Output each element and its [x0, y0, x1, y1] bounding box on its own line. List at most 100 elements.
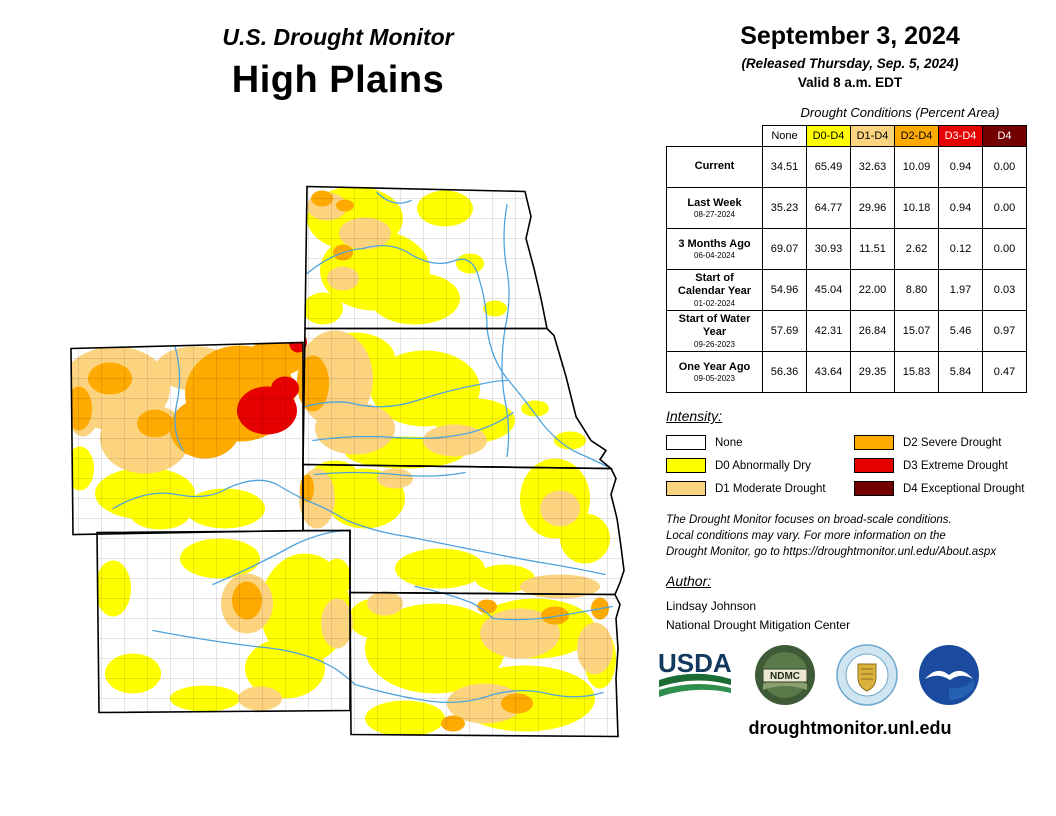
usda-logo: USDA	[658, 648, 732, 697]
row-label: Current	[694, 160, 735, 173]
table-value-cell: 0.97	[982, 310, 1027, 352]
county-grid	[71, 186, 624, 737]
legend-item-d3: D3 Extreme Drought	[854, 458, 1042, 473]
table-row-start-calendar-year: Start of Calendar Year 01-02-2024 54.96 …	[666, 269, 1027, 311]
table-header-row: None D0-D4 D1-D4 D2-D4 D3-D4 D4	[667, 125, 1027, 147]
table-corner-cell	[667, 126, 763, 147]
disclaimer-line: Local conditions may vary. For more info…	[666, 529, 946, 542]
info-panel: September 3, 2024 (Released Thursday, Se…	[652, 22, 1048, 739]
disclaimer-line: The Drought Monitor focuses on broad-sca…	[666, 514, 952, 526]
report-title: U.S. Drought Monitor	[222, 24, 454, 50]
legend-label: D2 Severe Drought	[903, 436, 1002, 449]
unl-shield	[857, 663, 877, 692]
legend-title: Intensity:	[666, 408, 723, 424]
col-header-d2d4: D2-D4	[894, 125, 939, 147]
row-sublabel: 08-27-2024	[694, 210, 735, 220]
table-value-cell: 34.51	[762, 146, 807, 188]
disclaimer-line: Drought Monitor, go to https://droughtmo…	[666, 545, 997, 558]
table-value-cell: 2.62	[894, 228, 939, 270]
drought-conditions-table: None D0-D4 D1-D4 D2-D4 D3-D4 D4 Current …	[666, 125, 1027, 393]
table-value-cell: 65.49	[806, 146, 851, 188]
legend-swatch-d1	[666, 481, 706, 496]
col-header-d0d4: D0-D4	[806, 125, 851, 147]
table-value-cell: 5.46	[938, 310, 983, 352]
legend-swatch-d4	[854, 481, 894, 496]
row-label-cell: Start of Calendar Year 01-02-2024	[666, 269, 763, 311]
col-header-d1d4: D1-D4	[850, 125, 895, 147]
table-value-cell: 56.36	[762, 351, 807, 393]
ndmc-logo-text: NDMC	[770, 671, 800, 682]
table-value-cell: 45.04	[806, 269, 851, 311]
table-row-current: Current 34.51 65.49 32.63 10.09 0.94 0.0…	[666, 146, 1027, 188]
table-value-cell: 0.12	[938, 228, 983, 270]
author-block: Author: Lindsay Johnson National Drought…	[666, 573, 1048, 632]
row-label: Start of Water Year	[678, 313, 751, 338]
table-value-cell: 0.00	[982, 187, 1027, 229]
legend-swatch-none	[666, 435, 706, 450]
noaa-gull	[925, 670, 973, 680]
disclaimer-text: The Drought Monitor focuses on broad-sca…	[666, 513, 1048, 561]
usda-field-swoosh	[659, 673, 731, 687]
table-value-cell: 64.77	[806, 187, 851, 229]
legend-label: D4 Exceptional Drought	[903, 482, 1025, 495]
state-borders	[70, 185, 625, 738]
row-label-cell: 3 Months Ago 06-04-2024	[666, 228, 763, 270]
table-value-cell: 15.83	[894, 351, 939, 393]
release-date: (Released Thursday, Sep. 5, 2024)	[741, 56, 959, 71]
region-title: High Plains	[231, 59, 445, 101]
footer-url[interactable]: droughtmonitor.unl.edu	[748, 717, 952, 738]
legend-item-d1: D1 Moderate Drought	[666, 481, 854, 496]
table-value-cell: 30.93	[806, 228, 851, 270]
ndmc-logo: NDMC	[755, 644, 815, 705]
row-label-cell: Start of Water Year 09-26-2023	[666, 310, 763, 352]
table-value-cell: 10.18	[894, 187, 939, 229]
table-row-3-months-ago: 3 Months Ago 06-04-2024 69.07 30.93 11.5…	[666, 228, 1027, 270]
table-value-cell: 15.07	[894, 310, 939, 352]
table-row-last-week: Last Week 08-27-2024 35.23 64.77 29.96 1…	[666, 187, 1027, 229]
author-heading: Author:	[666, 572, 712, 589]
legend-item-d0: D0 Abnormally Dry	[666, 458, 854, 473]
table-value-cell: 0.00	[982, 228, 1027, 270]
logo-row: USDA NDMC	[656, 643, 1048, 706]
legend-item-d4: D4 Exceptional Drought	[854, 481, 1042, 496]
row-label: 3 Months Ago	[678, 237, 751, 250]
table-value-cell: 57.69	[762, 310, 807, 352]
table-value-cell: 35.23	[762, 187, 807, 229]
usda-logo-text: USDA	[658, 648, 732, 678]
legend-swatch-d0	[666, 458, 706, 473]
table-value-cell: 8.80	[894, 269, 939, 311]
author-org: National Drought Mitigation Center	[666, 617, 851, 632]
author-name: Lindsay Johnson	[666, 598, 757, 613]
noaa-ocean	[949, 678, 974, 700]
legend-swatch-d3	[854, 458, 894, 473]
title-block: U.S. Drought Monitor High Plains	[118, 24, 558, 102]
table-row-one-year-ago: One Year Ago 09-05-2023 56.36 43.64 29.3…	[666, 351, 1027, 393]
unl-shield-lines	[861, 668, 873, 680]
table-value-cell: 54.96	[762, 269, 807, 311]
table-value-cell: 29.96	[850, 187, 895, 229]
unl-seal-logo	[836, 643, 898, 706]
col-header-d3d4: D3-D4	[938, 125, 983, 147]
legend-item-none: None	[666, 435, 854, 450]
legend-item-d2: D2 Severe Drought	[854, 435, 1042, 450]
drought-map	[55, 176, 630, 776]
col-header-none: None	[762, 125, 807, 147]
row-label-cell: Current	[666, 146, 763, 188]
row-sublabel: 09-05-2023	[694, 374, 735, 384]
table-value-cell: 0.00	[982, 146, 1027, 188]
ndmc-banner	[762, 668, 808, 683]
row-sublabel: 09-26-2023	[694, 339, 735, 349]
table-value-cell: 22.00	[850, 269, 895, 311]
table-value-cell: 26.84	[850, 310, 895, 352]
table-row-start-water-year: Start of Water Year 09-26-2023 57.69 42.…	[666, 310, 1027, 352]
state-kansas	[349, 591, 621, 738]
valid-time: Valid 8 a.m. EDT	[797, 75, 903, 90]
rivers	[112, 191, 613, 704]
legend-label: D3 Extreme Drought	[903, 459, 1008, 472]
legend-label: D1 Moderate Drought	[715, 482, 826, 495]
row-label-cell: One Year Ago 09-05-2023	[666, 351, 763, 393]
table-value-cell: 0.47	[982, 351, 1027, 393]
row-label-cell: Last Week 08-27-2024	[666, 187, 763, 229]
table-value-cell: 10.09	[894, 146, 939, 188]
row-sublabel: 06-04-2024	[694, 251, 735, 261]
